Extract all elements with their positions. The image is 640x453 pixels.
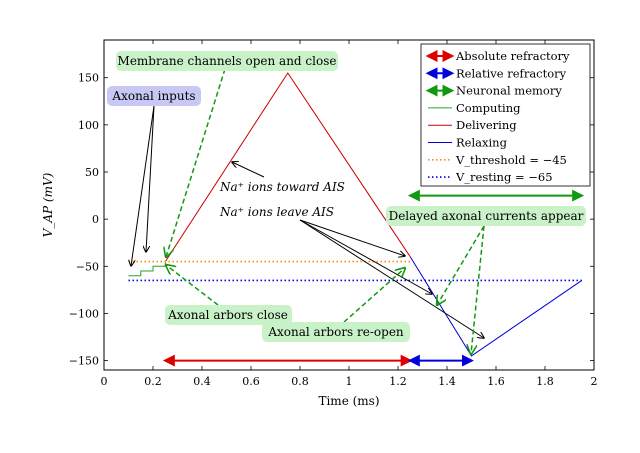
axonal-input-arrow-2 xyxy=(146,105,155,252)
y-tick-label: 150 xyxy=(78,72,99,85)
delayed-label-box xyxy=(386,206,586,226)
arbors-reopen-box xyxy=(262,322,410,342)
legend-item-computing-label: Computing xyxy=(456,101,521,115)
y-tick-label: −50 xyxy=(76,260,99,273)
arbors-close-arrow xyxy=(166,265,219,306)
y-tick-label: −100 xyxy=(69,307,99,320)
x-axis-label: Time (ms) xyxy=(318,394,379,408)
arbors-close-label: Axonal arbors close xyxy=(167,308,288,322)
toward-ais-arrow xyxy=(232,162,265,178)
delayed-arrow-2 xyxy=(471,225,485,354)
delayed-arrow-1 xyxy=(437,225,485,305)
series-relaxing xyxy=(409,256,583,357)
y-tick-label: 100 xyxy=(78,119,99,132)
y-tick-label: 50 xyxy=(85,166,99,179)
arbors-reopen-label: Axonal arbors re-open xyxy=(267,325,404,339)
legend-item-v_threshold-label: V_threshold = −45 xyxy=(455,153,567,167)
annotation-arrows xyxy=(131,68,485,354)
arbors-close-box xyxy=(165,305,292,325)
legend-item-neuronal-label: Neuronal memory xyxy=(456,84,562,98)
membrane-label: Membrane channels open and close xyxy=(118,54,337,68)
x-tick-label: 1.2 xyxy=(389,375,407,388)
legend-item-absolute-label: Absolute refractory xyxy=(455,49,570,63)
plot-frame xyxy=(103,39,595,371)
membrane-label-box xyxy=(116,51,338,71)
legend-item-relative-label: Relative refractory xyxy=(456,66,567,80)
delayed-label: Delayed axonal currents appear xyxy=(389,209,584,223)
legend: Absolute refractory Relative refractory Ne… xyxy=(420,43,591,187)
annotation-labels: Membrane channels open and close Axonal … xyxy=(107,51,586,342)
leave-ais-arrow-2 xyxy=(299,219,432,294)
membrane-arrow xyxy=(166,68,226,257)
legend-item-v_resting-label: V_resting = −65 xyxy=(455,170,553,184)
axonal-inputs-label: Axonal inputs xyxy=(111,89,195,103)
x-tick-label: 1 xyxy=(346,375,353,388)
legend-item-relaxing-label: Relaxing xyxy=(456,136,508,150)
leave-ais-label: Na⁺ ions leave AIS xyxy=(219,205,334,219)
x-tick-label: 1.6 xyxy=(487,375,505,388)
x-tick-label: 1.8 xyxy=(536,375,554,388)
toward-ais-label: Na⁺ ions toward AIS xyxy=(219,180,345,194)
x-tick-label: 1.4 xyxy=(438,375,456,388)
x-tick-label: 0.2 xyxy=(144,375,162,388)
y-axis-label: V_AP (mV) xyxy=(41,172,55,237)
series-delivering xyxy=(164,72,411,262)
y-tick-label: 0 xyxy=(92,213,99,226)
reopen-arrow xyxy=(343,268,405,323)
y-tick-label: −150 xyxy=(69,355,99,368)
series-computing xyxy=(128,261,166,277)
legend-item-delivering-label: Delivering xyxy=(456,118,517,132)
x-tick-label: 0.6 xyxy=(242,375,260,388)
x-tick-label: 0 xyxy=(101,375,108,388)
axonal-inputs-box xyxy=(107,86,201,106)
x-tick-label: 2 xyxy=(591,375,598,388)
x-tick-label: 0.8 xyxy=(291,375,309,388)
axonal-input-arrow-1 xyxy=(131,105,155,266)
x-tick-label: 0.4 xyxy=(193,375,211,388)
leave-ais-arrow-1 xyxy=(299,219,405,256)
